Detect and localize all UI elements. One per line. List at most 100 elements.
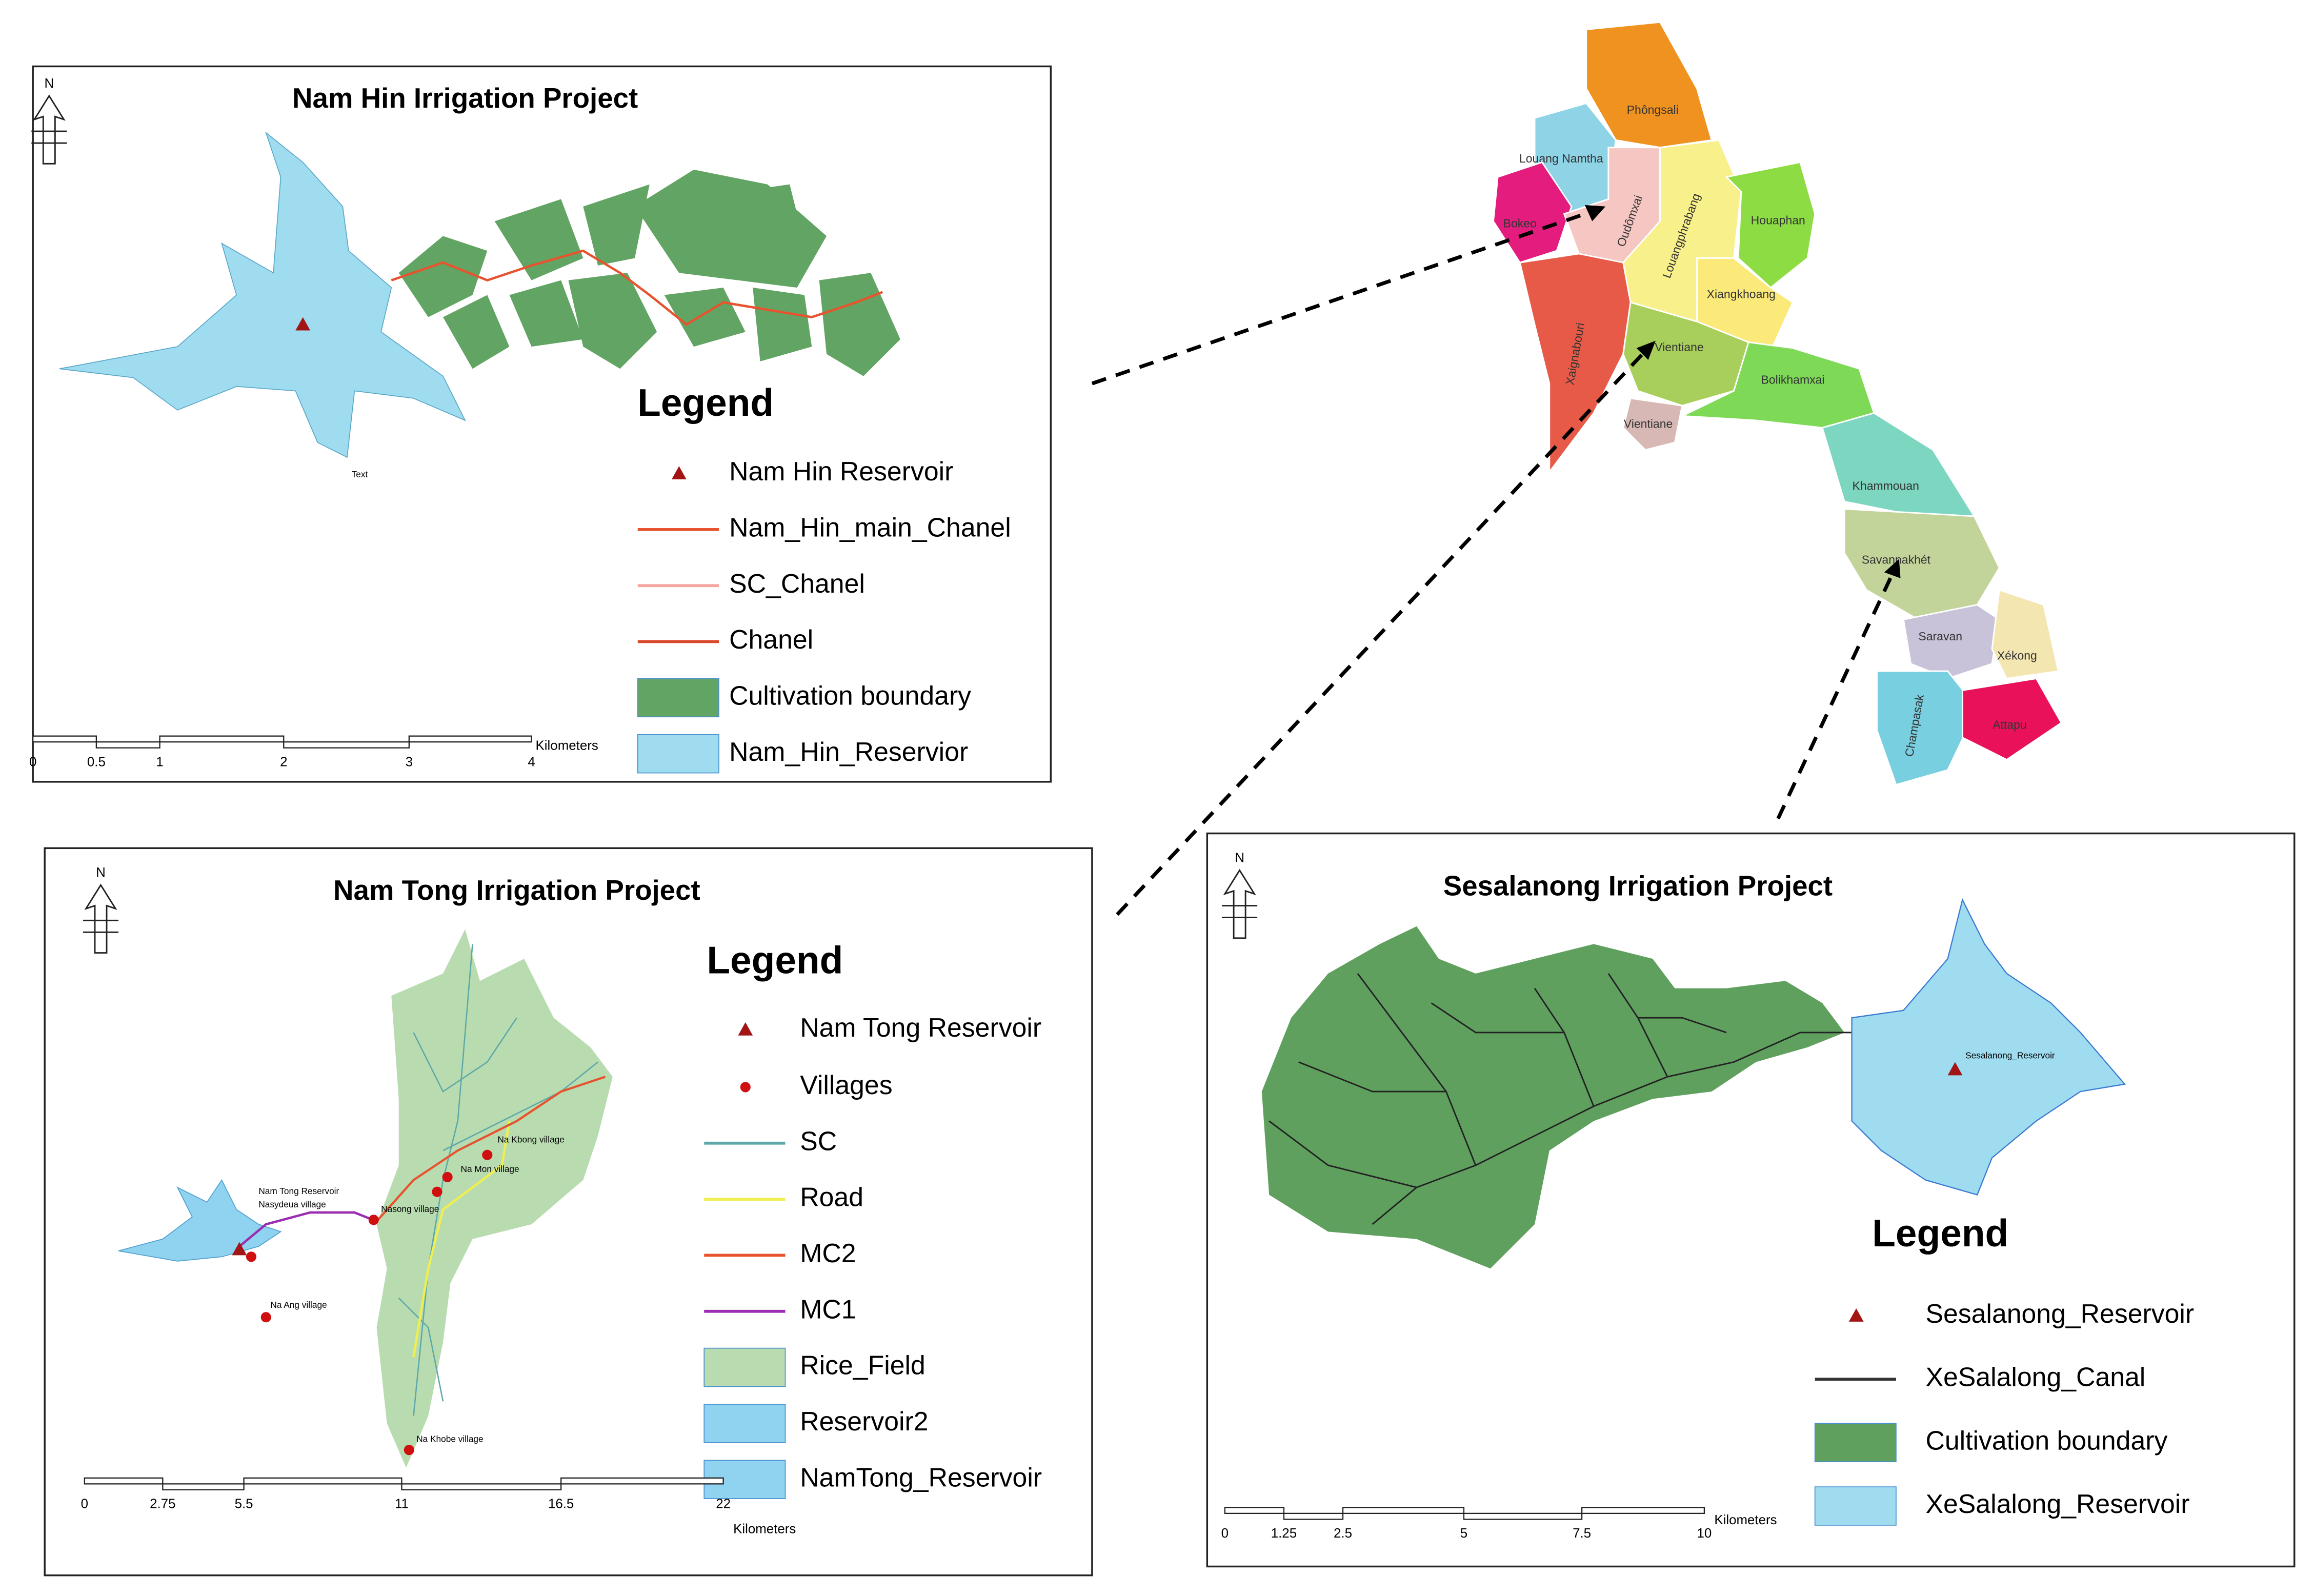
- scale-bar-segment: [243, 1477, 403, 1485]
- north-arrow: [83, 883, 119, 954]
- legend-symbol: [703, 1404, 786, 1443]
- province: [1876, 670, 1978, 786]
- legend-label: MC2: [800, 1238, 856, 1268]
- scale-label: 1.25: [1271, 1526, 1297, 1541]
- canal-network: [1269, 973, 1852, 1225]
- province: [1991, 589, 2060, 680]
- legend-symbol: [671, 466, 687, 480]
- province-label: Xékong: [1997, 649, 2037, 662]
- legend-label: Cultivation boundary: [1925, 1425, 2167, 1455]
- province: [1725, 161, 1816, 289]
- legend-label: Sesalanong_Reservoir: [1925, 1299, 2194, 1328]
- scale-label: 22: [716, 1497, 731, 1511]
- province-label: Saravan: [1918, 630, 1962, 643]
- legend-symbol: [738, 1022, 753, 1036]
- scale-label: 2: [280, 755, 287, 769]
- province: [1902, 604, 2000, 679]
- province-label: Xiangkhoang: [1707, 287, 1776, 300]
- panel-title: Nam Hin Irrigation Project: [292, 83, 638, 114]
- scale-label: 4: [528, 755, 535, 769]
- scale-label: 0: [81, 1497, 88, 1511]
- province-label: Khammouan: [1853, 479, 1919, 493]
- province: [1519, 253, 1632, 474]
- scale-bar-segment: [1283, 1512, 1344, 1520]
- legend-title: Legend: [1872, 1211, 2008, 1255]
- legend-symbol: [637, 678, 719, 718]
- scale-unit: Kilometers: [1714, 1513, 1777, 1527]
- secondary-canals: [398, 944, 598, 1417]
- reservoir-marker: [1947, 1062, 1963, 1076]
- province-label: Louang Namtha: [1519, 152, 1603, 165]
- scale-bar-segment: [401, 1483, 562, 1491]
- legend-symbol: [1848, 1308, 1864, 1322]
- annotations: Nam Hin Irrigation Project Legend Nam Hin …: [29, 76, 2194, 1541]
- province-label: Phôngsali: [1627, 103, 1679, 116]
- north-label: N: [44, 76, 54, 91]
- legend-label: Reservoir2: [800, 1406, 928, 1436]
- leader-lines: [1091, 209, 1895, 916]
- scale-label: 11: [395, 1497, 409, 1511]
- map-label: Nasydeua village: [258, 1199, 326, 1209]
- north-arrow: [31, 94, 67, 165]
- province-label: Bolikhamxai: [1761, 373, 1825, 386]
- mc1: [238, 1211, 377, 1247]
- legend-label: Nam Tong Reservoir: [800, 1013, 1041, 1042]
- village-markers: [246, 1149, 493, 1456]
- province-label: Houaphan: [1751, 214, 1805, 227]
- legend-label: Rice_Field: [800, 1350, 925, 1380]
- legend-symbol: [703, 1347, 786, 1387]
- map-label: Na Kbong village: [497, 1135, 564, 1145]
- reservoir-marker: [295, 317, 311, 331]
- scale-label: 16.5: [548, 1497, 574, 1511]
- road: [412, 1121, 511, 1358]
- legend-label: Nam_Hin_Reservior: [729, 737, 968, 766]
- scale-label: 7.5: [1573, 1526, 1591, 1541]
- cultivation-area: [1261, 926, 1845, 1269]
- cultivation-area: [398, 169, 900, 376]
- legend-label: NamTong_Reservoir: [800, 1462, 1042, 1492]
- map-label: Text: [352, 469, 368, 479]
- scale-bar-segment: [159, 735, 285, 743]
- scale-bar-segment: [162, 1483, 245, 1491]
- scale-bar-segment: [95, 741, 160, 749]
- province: [1492, 161, 1573, 264]
- mc2: [375, 1076, 606, 1222]
- scale-label: 3: [406, 755, 413, 769]
- province-label: Vientiane: [1655, 340, 1704, 354]
- scale-label: 0: [29, 755, 36, 769]
- scale-bar-segment: [283, 741, 410, 749]
- reservoir-marker: [232, 1242, 247, 1256]
- legend-label: MC1: [800, 1294, 856, 1324]
- reservoir-area: [118, 1179, 282, 1262]
- scale-label: 2.5: [1334, 1526, 1352, 1541]
- scale-label: 2.75: [150, 1497, 175, 1511]
- panel-frame: [32, 65, 1052, 783]
- legend-label: Villages: [800, 1070, 892, 1100]
- north-arrow: [1222, 868, 1258, 939]
- scale-label: 1: [156, 755, 163, 769]
- legend-label: SC_Chanel: [729, 569, 865, 598]
- scale-bar-segment: [1224, 1507, 1285, 1514]
- province-label: Vientiane: [1624, 417, 1673, 431]
- map-label: Sesalanong_Reservoir: [1965, 1050, 2055, 1061]
- legend-symbol: [637, 734, 719, 774]
- reservoir-area: [1851, 898, 2126, 1196]
- scale-label: 5: [1460, 1526, 1467, 1541]
- scale-bar-segment: [408, 735, 532, 743]
- scale-bar-segment: [32, 735, 97, 743]
- scale-label: 5.5: [235, 1497, 253, 1511]
- scale-bar-segment: [1463, 1512, 1583, 1520]
- province: [1622, 301, 1749, 407]
- north-label: N: [1235, 851, 1244, 865]
- province: [1622, 397, 1683, 451]
- legend-symbol: [1814, 1486, 1897, 1526]
- scale-bar-segment: [560, 1477, 724, 1485]
- legend-label: Nam Hin Reservoir: [729, 456, 953, 486]
- map-label: Na Ang village: [270, 1300, 327, 1310]
- scale-label: 10: [1697, 1526, 1712, 1541]
- scale-bar-segment: [1581, 1507, 1705, 1514]
- reservoir-area: [59, 131, 466, 458]
